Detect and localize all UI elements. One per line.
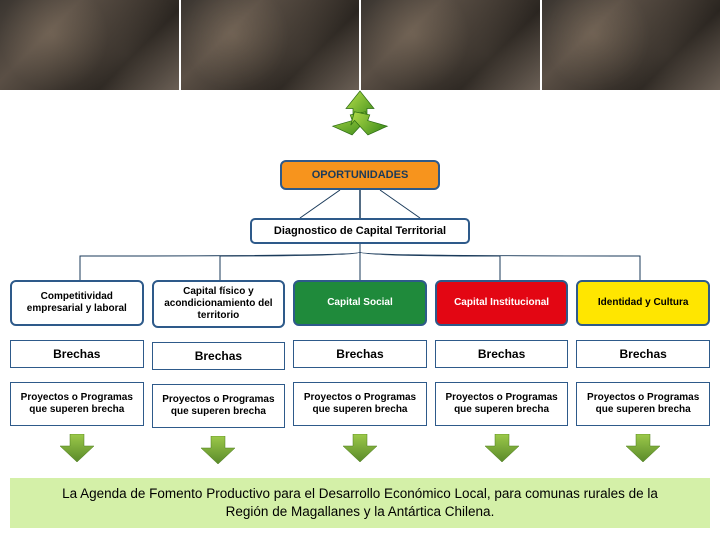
project-box-0: Proyectos o Programas que superen brecha (10, 382, 144, 426)
footer-band: La Agenda de Fomento Productivo para el … (10, 478, 710, 528)
capital-pill-2: Capital Social (293, 280, 427, 326)
capital-pill-0: Competitividad empresarial y laboral (10, 280, 144, 326)
capital-pill-4: Identidad y Cultura (576, 280, 710, 326)
diagnostico-label: Diagnostico de Capital Territorial (274, 225, 446, 237)
brechas-box-0: Brechas (10, 340, 144, 368)
oportunidades-label: OPORTUNIDADES (312, 169, 409, 181)
oportunidades-box: OPORTUNIDADES (280, 160, 440, 190)
columns-container: Competitividad empresarial y laboral Brec… (10, 280, 710, 464)
down-arrow-icon-3 (485, 434, 519, 462)
connector-top (0, 190, 720, 220)
column-0: Competitividad empresarial y laboral Brec… (10, 280, 144, 464)
recycle-arrow-icon (325, 84, 395, 154)
project-box-4: Proyectos o Programas que superen brecha (576, 382, 710, 426)
down-arrow-icon-1 (201, 436, 235, 464)
diagnostico-box: Diagnostico de Capital Territorial (250, 218, 470, 244)
photo-4 (542, 0, 720, 90)
down-arrow-icon-2 (343, 434, 377, 462)
column-4: Identidad y Cultura Brechas Proyectos o Pr… (576, 280, 710, 464)
photo-3 (361, 0, 542, 90)
column-3: Capital Institucional Brechas Proyectos o … (435, 280, 569, 464)
capital-pill-3: Capital Institucional (435, 280, 569, 326)
project-box-1: Proyectos o Programas que superen brecha (152, 384, 286, 428)
down-arrow-icon-4 (626, 434, 660, 462)
photo-strip (0, 0, 720, 90)
capital-pill-1: Capital físico y acondicionamiento del t… (152, 280, 286, 328)
column-1: Capital físico y acondicionamiento del t… (152, 280, 286, 464)
project-box-2: Proyectos o Programas que superen brecha (293, 382, 427, 426)
column-2: Capital Social Brechas Proyectos o Program… (293, 280, 427, 464)
photo-1 (0, 0, 181, 90)
brechas-box-3: Brechas (435, 340, 569, 368)
brechas-box-2: Brechas (293, 340, 427, 368)
brechas-box-4: Brechas (576, 340, 710, 368)
footer-text: La Agenda de Fomento Productivo para el … (40, 485, 680, 521)
down-arrow-icon-0 (60, 434, 94, 462)
brechas-box-1: Brechas (152, 342, 286, 370)
project-box-3: Proyectos o Programas que superen brecha (435, 382, 569, 426)
connector-fan (0, 244, 720, 280)
photo-2 (181, 0, 362, 90)
